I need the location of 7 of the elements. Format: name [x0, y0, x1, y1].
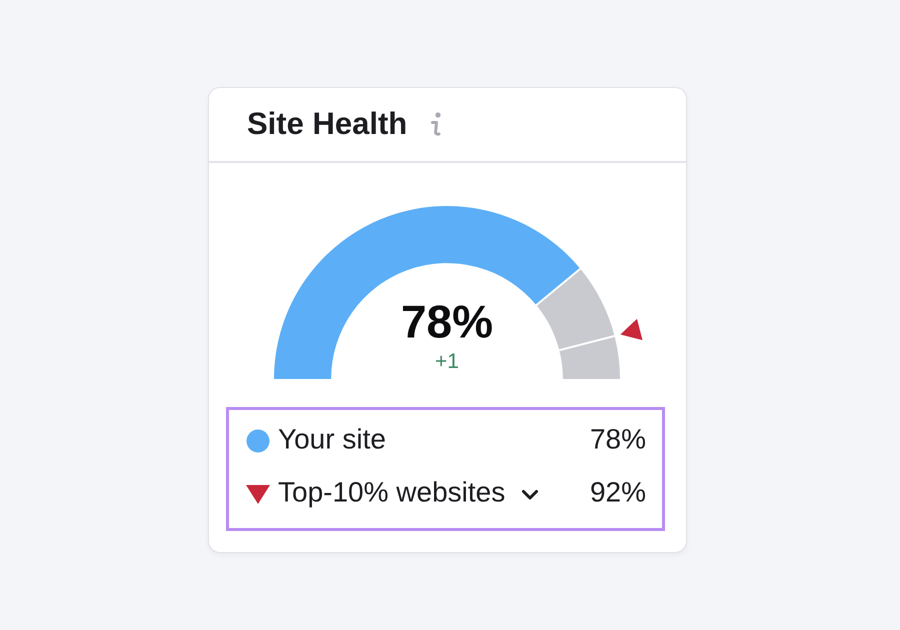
text: Top-10% websites	[278, 476, 506, 508]
legend-label: Your site	[278, 424, 386, 455]
text: +1	[435, 350, 459, 373]
data-label: 78%	[400, 296, 494, 348]
chart-title: Site Health	[247, 106, 408, 142]
text: 92%	[590, 476, 646, 508]
text: 78%	[590, 424, 646, 455]
